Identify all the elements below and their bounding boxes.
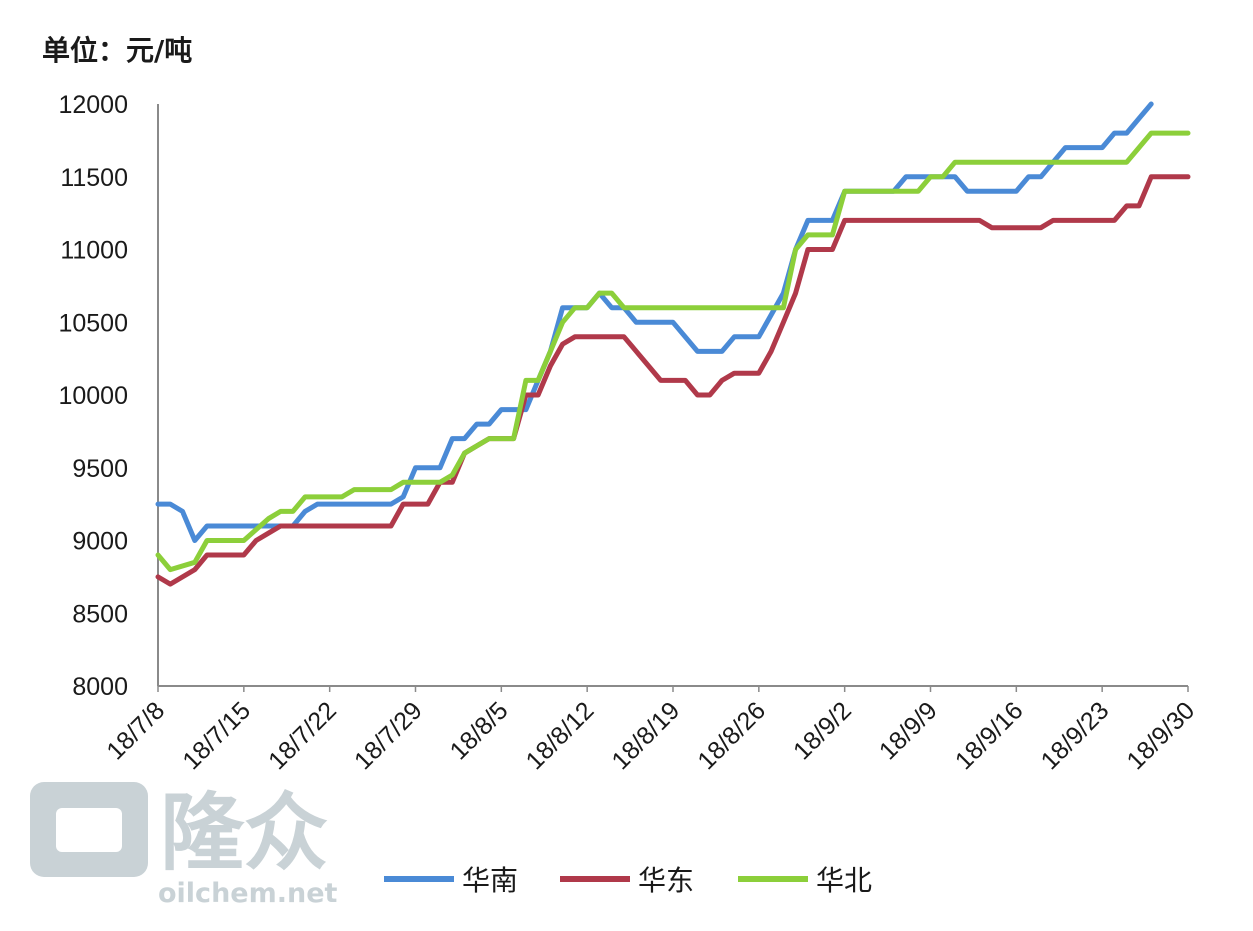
x-tick-label: 18/9/30 bbox=[1121, 696, 1200, 775]
y-tick-label: 8500 bbox=[72, 600, 128, 628]
y-tick-label: 9500 bbox=[72, 455, 128, 483]
x-tick-label: 18/9/23 bbox=[1036, 696, 1115, 775]
plot-series bbox=[155, 101, 1191, 587]
watermark: 隆众 oilchem.net bbox=[30, 782, 338, 909]
x-tick-label: 18/9/16 bbox=[950, 696, 1029, 775]
x-tick-label: 18/8/5 bbox=[445, 696, 514, 765]
x-tick-label: 18/7/29 bbox=[349, 696, 428, 775]
unit-label: 单位：元/吨 bbox=[42, 34, 192, 67]
y-tick-label: 11500 bbox=[60, 164, 128, 192]
x-tick-label: 18/7/8 bbox=[101, 696, 170, 765]
y-tick-label: 10000 bbox=[58, 382, 128, 410]
x-tick-label: 18/7/15 bbox=[177, 696, 256, 775]
x-tick-label: 18/9/2 bbox=[788, 696, 857, 765]
series-line-2 bbox=[155, 174, 1191, 587]
x-tick-label: 18/8/12 bbox=[521, 696, 600, 775]
x-axis: 18/7/8 18/7/15 18/7/22 18/7/29 18/8/5 18/8/12… bbox=[101, 685, 1200, 775]
legend-label: 华南 bbox=[462, 864, 518, 897]
x-tick-label: 18/8/26 bbox=[692, 696, 771, 775]
legend-label: 华东 bbox=[638, 864, 694, 897]
series-line-3 bbox=[155, 130, 1191, 573]
y-tick-label: 9000 bbox=[72, 528, 128, 556]
x-tick-label: 18/7/22 bbox=[263, 696, 342, 775]
y-tick-label: 11000 bbox=[60, 237, 128, 265]
x-tick-label: 18/9/9 bbox=[874, 696, 943, 765]
legend: 华南 华东 华北 bbox=[384, 864, 872, 897]
series-line-1 bbox=[155, 101, 1154, 543]
legend-item: 华北 bbox=[738, 864, 872, 897]
watermark-brand: 隆众 bbox=[160, 784, 328, 882]
legend-item: 华南 bbox=[384, 864, 518, 897]
legend-item: 华东 bbox=[560, 864, 694, 897]
y-tick-label: 8000 bbox=[72, 673, 128, 701]
y-axis: 8000 8500 9000 9500 10000 10500 11000 11500 1200… bbox=[58, 91, 159, 701]
watermark-site: oilchem.net bbox=[158, 878, 338, 909]
legend-label: 华北 bbox=[816, 864, 872, 897]
x-tick-label: 18/8/19 bbox=[606, 696, 685, 775]
y-tick-label: 12000 bbox=[58, 91, 128, 119]
watermark-logo-cutout bbox=[56, 808, 122, 852]
y-tick-label: 10500 bbox=[58, 309, 128, 337]
